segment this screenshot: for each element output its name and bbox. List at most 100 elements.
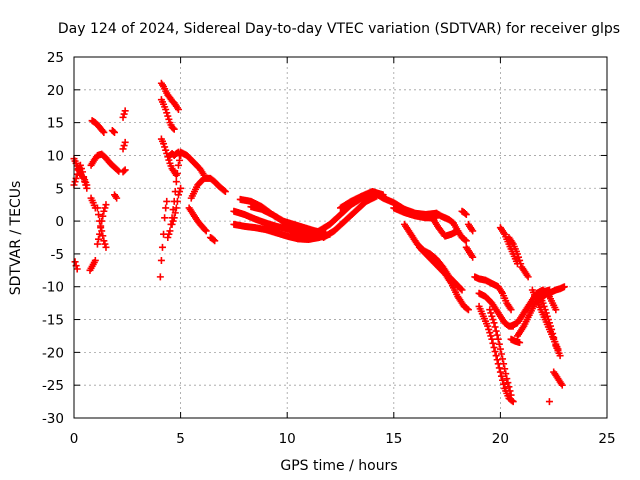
y-tick-label: 10: [47, 148, 64, 164]
series-s31: [319, 192, 381, 241]
data-point: [489, 339, 497, 347]
data-point: [540, 302, 548, 310]
data-point: [502, 370, 510, 378]
series-s07: [88, 117, 108, 136]
data-point: [101, 240, 109, 248]
data-point: [96, 230, 104, 238]
data-point: [164, 234, 172, 241]
data-point: [515, 253, 523, 261]
data-point: [500, 380, 508, 388]
data-point: [99, 212, 107, 220]
data-point: [119, 145, 127, 153]
data-point: [120, 142, 128, 150]
data-point: [174, 106, 182, 114]
data-point: [95, 211, 103, 219]
series-s02: [70, 155, 91, 189]
data-point: [484, 322, 492, 330]
data-point: [507, 306, 515, 314]
data-point: [119, 113, 127, 121]
data-point: [496, 345, 504, 353]
data-point: [551, 338, 559, 346]
data-point: [164, 112, 172, 120]
data-point: [507, 391, 515, 399]
data-point: [120, 110, 128, 118]
x-tick-label: 15: [385, 431, 402, 447]
data-point: [524, 273, 532, 281]
series-s18: [157, 135, 180, 179]
x-tick-label: 5: [176, 431, 185, 447]
x-tick-label: 10: [279, 431, 296, 447]
y-tick-label: 5: [55, 181, 64, 197]
series-s16: [157, 79, 182, 114]
data-point: [548, 325, 556, 333]
series-s53: [550, 368, 566, 389]
data-point: [497, 350, 505, 358]
data-point: [542, 309, 550, 317]
data-point: [544, 316, 552, 324]
data-point: [506, 387, 514, 395]
data-point: [501, 365, 509, 373]
series-s05: [87, 150, 123, 175]
series-s42: [471, 273, 515, 314]
y-tick-label: 15: [47, 116, 64, 132]
x-tick-label: 25: [598, 431, 615, 447]
data-point: [499, 376, 507, 384]
data-point: [505, 383, 513, 391]
y-axis-title: SDTVAR / TECUs: [8, 181, 24, 296]
data-point: [162, 146, 170, 154]
data-point: [492, 352, 500, 360]
y-tick-label: 25: [47, 50, 64, 66]
series-s04: [86, 256, 99, 274]
data-point: [173, 197, 181, 205]
data-point: [545, 398, 553, 406]
data-point: [556, 352, 564, 360]
data-point: [493, 356, 501, 364]
data-point: [516, 256, 524, 264]
data-point: [490, 343, 498, 351]
data-point: [462, 237, 470, 245]
data-point: [173, 170, 181, 178]
series-s20: [168, 184, 185, 228]
data-point: [171, 209, 179, 217]
data-point: [161, 143, 169, 151]
data-point: [177, 184, 185, 192]
data-point: [93, 204, 101, 212]
data-point: [517, 260, 525, 268]
data-point: [487, 309, 495, 317]
data-point: [176, 188, 184, 196]
series-s44: [475, 302, 517, 406]
data-point: [157, 256, 165, 264]
data-point: [170, 125, 178, 133]
data-point: [102, 243, 110, 251]
data-point: [99, 127, 107, 135]
data-point: [493, 331, 501, 339]
data-point: [500, 360, 508, 368]
data-point: [550, 334, 558, 342]
y-tick-label: 0: [55, 214, 64, 230]
data-point: [488, 312, 496, 320]
data-point: [121, 166, 129, 174]
data-markers: [70, 79, 568, 406]
data-point: [114, 166, 122, 174]
data-point: [93, 240, 101, 248]
data-point: [71, 178, 79, 186]
data-point: [462, 211, 470, 219]
data-point: [158, 243, 166, 251]
series-s11: [111, 191, 121, 202]
data-point: [174, 191, 182, 199]
data-point: [97, 224, 105, 232]
data-point: [503, 375, 511, 383]
data-point: [165, 156, 173, 164]
data-point: [166, 227, 174, 235]
series-s17: [157, 96, 178, 133]
data-point: [469, 253, 477, 261]
data-point: [102, 201, 110, 209]
data-point: [488, 335, 496, 343]
series-s27: [230, 220, 334, 243]
data-point: [469, 227, 477, 235]
data-point: [172, 178, 180, 186]
data-point: [543, 312, 551, 320]
series-s23: [187, 174, 229, 202]
series-s29: [247, 203, 319, 238]
